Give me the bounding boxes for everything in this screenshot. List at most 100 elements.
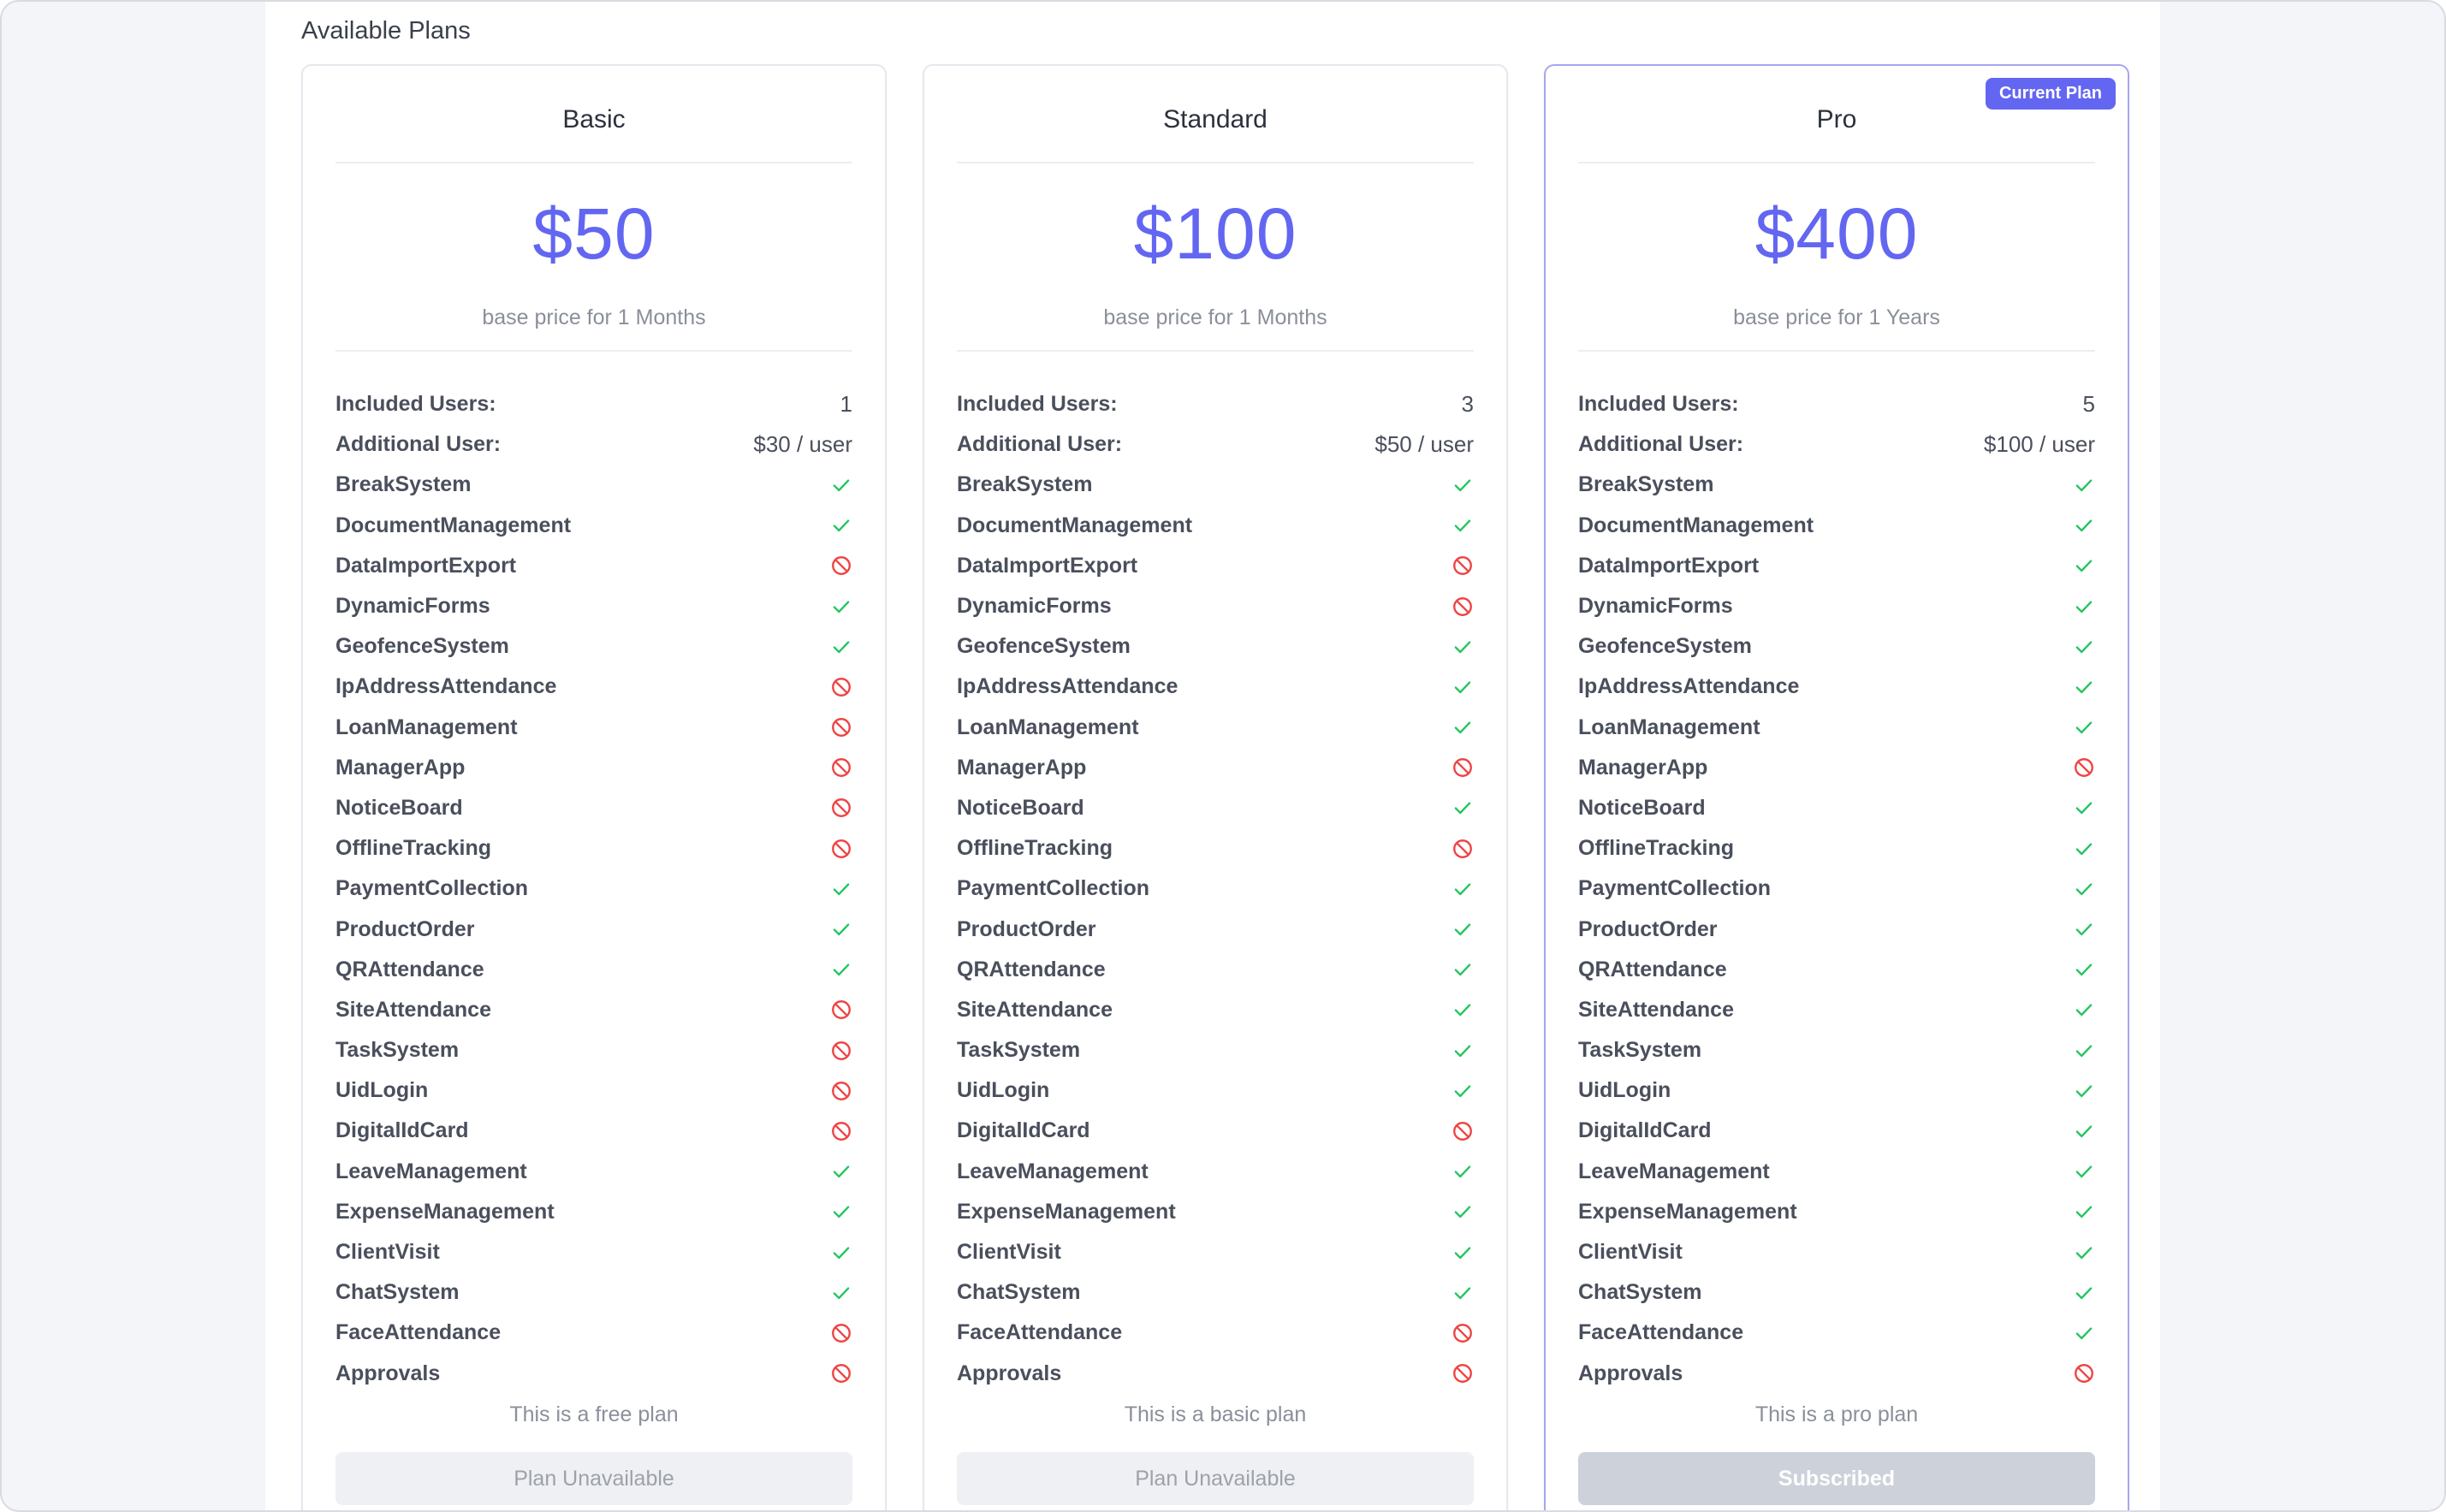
feature-row: ClientVisit bbox=[335, 1232, 852, 1272]
feature-label: DataImportExport bbox=[957, 553, 1138, 578]
feature-row: NoticeBoard bbox=[957, 788, 1474, 828]
check-icon bbox=[1452, 918, 1474, 940]
additional-user-label: Additional User: bbox=[335, 432, 502, 457]
feature-label: FaceAttendance bbox=[957, 1320, 1123, 1345]
check-icon bbox=[1452, 878, 1474, 900]
check-icon bbox=[2073, 676, 2095, 698]
feature-row: ProductOrder bbox=[957, 909, 1474, 949]
feature-row: ClientVisit bbox=[1578, 1232, 2095, 1272]
plan-name: Standard bbox=[1163, 105, 1268, 133]
included-users-row: Included Users: 5 bbox=[1578, 384, 2095, 424]
check-icon bbox=[2073, 636, 2095, 658]
divider bbox=[335, 162, 852, 163]
feature-row: TaskSystem bbox=[1578, 1030, 2095, 1070]
plan-price: $50 bbox=[532, 193, 656, 274]
included-users-label: Included Users: bbox=[335, 392, 496, 417]
feature-row: ExpenseManagement bbox=[1578, 1192, 2095, 1232]
feature-label: DynamicForms bbox=[1578, 594, 1733, 619]
plan-unavailable-button[interactable]: Plan Unavailable bbox=[335, 1452, 852, 1505]
subscribed-button[interactable]: Subscribed bbox=[1578, 1452, 2095, 1505]
feature-label: DocumentManagement bbox=[957, 513, 1193, 537]
feature-row: QRAttendance bbox=[1578, 950, 2095, 990]
feature-label: LeaveManagement bbox=[957, 1159, 1149, 1183]
feature-row: GeofenceSystem bbox=[957, 626, 1474, 667]
feature-row: SiteAttendance bbox=[335, 990, 852, 1030]
blocked-icon bbox=[830, 756, 852, 779]
blocked-icon bbox=[830, 838, 852, 860]
feature-row: PaymentCollection bbox=[1578, 869, 2095, 909]
feature-label: GeofenceSystem bbox=[335, 634, 509, 659]
blocked-icon bbox=[830, 676, 852, 698]
feature-label: ManagerApp bbox=[335, 755, 466, 780]
plan-price: $400 bbox=[1754, 193, 1919, 274]
feature-row: DigitalIdCard bbox=[1578, 1111, 2095, 1151]
feature-row: ChatSystem bbox=[1578, 1272, 2095, 1313]
blocked-icon bbox=[2073, 756, 2095, 779]
included-users-value: 3 bbox=[1461, 391, 1474, 418]
feature-row: DigitalIdCard bbox=[335, 1111, 852, 1151]
feature-row: IpAddressAttendance bbox=[335, 667, 852, 707]
plan-unavailable-button[interactable]: Plan Unavailable bbox=[957, 1452, 1474, 1505]
feature-label: FaceAttendance bbox=[1578, 1320, 1744, 1345]
feature-label: IpAddressAttendance bbox=[1578, 674, 1800, 699]
feature-label: ExpenseManagement bbox=[1578, 1199, 1797, 1224]
feature-label: ManagerApp bbox=[957, 755, 1087, 780]
plan-name: Basic bbox=[562, 105, 626, 133]
check-icon bbox=[2073, 797, 2095, 819]
plan-card-body: Standard $100 base price for 1 Months Inclu… bbox=[957, 66, 1474, 1510]
check-icon bbox=[2073, 878, 2095, 900]
feature-label: OfflineTracking bbox=[1578, 836, 1734, 861]
feature-row: SiteAttendance bbox=[957, 990, 1474, 1030]
feature-row: OfflineTracking bbox=[1578, 828, 2095, 869]
feature-row: DocumentManagement bbox=[957, 506, 1474, 546]
feature-row: DynamicForms bbox=[335, 586, 852, 626]
feature-label: ClientVisit bbox=[1578, 1240, 1683, 1265]
plan-price-subtitle: base price for 1 Months bbox=[482, 305, 706, 329]
additional-user-value: $100 / user bbox=[1983, 431, 2095, 458]
feature-row: Approvals bbox=[335, 1354, 852, 1394]
feature-label: Approvals bbox=[1578, 1361, 1683, 1385]
check-icon bbox=[830, 1282, 852, 1304]
check-icon bbox=[2073, 596, 2095, 618]
check-icon bbox=[2073, 1080, 2095, 1102]
feature-label: ExpenseManagement bbox=[335, 1199, 555, 1224]
feature-label: ProductOrder bbox=[335, 916, 475, 941]
feature-row: OfflineTracking bbox=[957, 828, 1474, 869]
divider bbox=[957, 162, 1474, 163]
check-icon bbox=[1452, 958, 1474, 981]
blocked-icon bbox=[1452, 756, 1474, 779]
included-users-row: Included Users: 3 bbox=[957, 384, 1474, 424]
feature-label: GeofenceSystem bbox=[957, 634, 1131, 659]
feature-row: ExpenseManagement bbox=[335, 1192, 852, 1232]
additional-user-row: Additional User: $30 / user bbox=[335, 424, 852, 465]
feature-label: ClientVisit bbox=[335, 1240, 440, 1265]
blocked-icon bbox=[1452, 554, 1474, 577]
divider bbox=[1578, 162, 2095, 163]
feature-row: NoticeBoard bbox=[1578, 788, 2095, 828]
feature-row: QRAttendance bbox=[335, 950, 852, 990]
feature-label: SiteAttendance bbox=[335, 997, 491, 1022]
feature-row: UidLogin bbox=[1578, 1070, 2095, 1111]
check-icon bbox=[1452, 716, 1474, 738]
feature-label: DataImportExport bbox=[1578, 553, 1760, 578]
check-icon bbox=[830, 918, 852, 940]
check-icon bbox=[2073, 554, 2095, 577]
feature-row: GeofenceSystem bbox=[1578, 626, 2095, 667]
blocked-icon bbox=[830, 716, 852, 738]
feature-label: IpAddressAttendance bbox=[957, 674, 1178, 699]
feature-row: ManagerApp bbox=[335, 748, 852, 788]
feature-row: FaceAttendance bbox=[1578, 1313, 2095, 1353]
blocked-icon bbox=[1452, 838, 1474, 860]
blocked-icon bbox=[1452, 596, 1474, 618]
feature-label: QRAttendance bbox=[1578, 957, 1727, 981]
feature-label: UidLogin bbox=[1578, 1078, 1671, 1103]
blocked-icon bbox=[830, 1120, 852, 1142]
feature-label: DigitalIdCard bbox=[1578, 1118, 1712, 1143]
feature-row: DataImportExport bbox=[1578, 546, 2095, 586]
feature-row: ClientVisit bbox=[957, 1232, 1474, 1272]
feature-row: LoanManagement bbox=[1578, 708, 2095, 748]
check-icon bbox=[1452, 1201, 1474, 1223]
check-icon bbox=[2073, 514, 2095, 537]
feature-label: ChatSystem bbox=[957, 1280, 1081, 1305]
